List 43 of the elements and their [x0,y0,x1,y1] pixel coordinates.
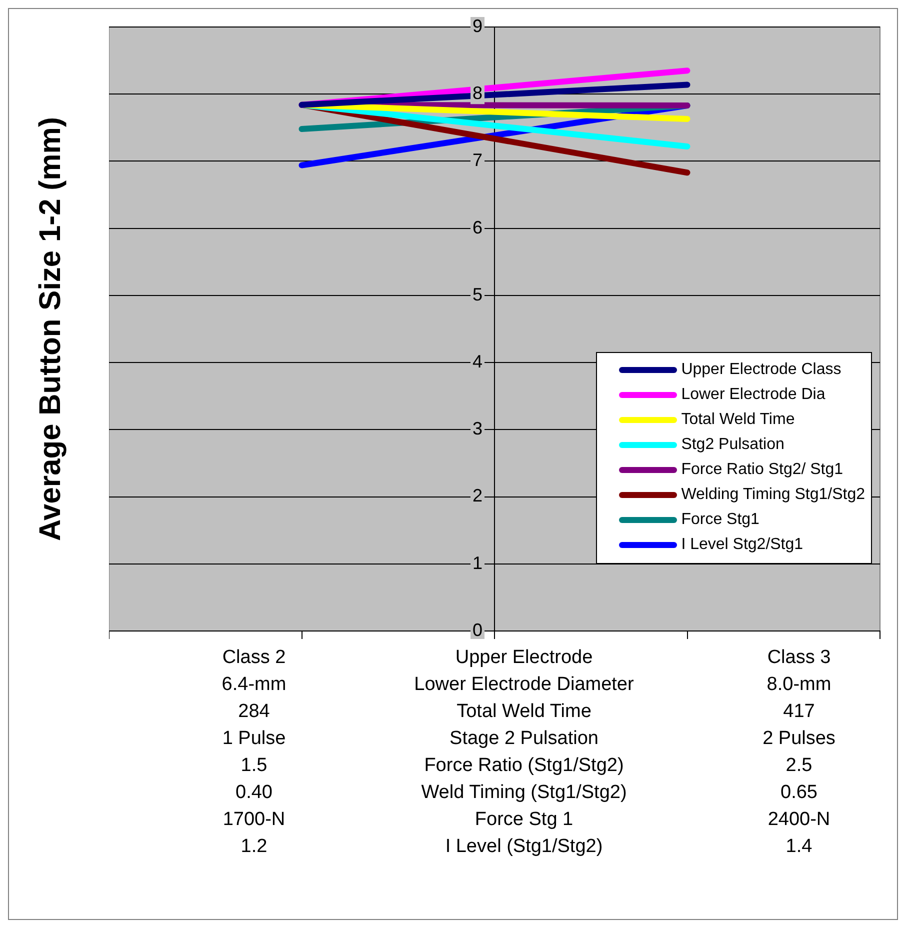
text: 2 Pulses [762,728,836,750]
text: 0.40 [236,782,272,804]
legend-label: Stg2 Pulsation [681,436,784,454]
text: 1 Pulse [222,728,286,750]
legend-label: I Level Stg2/Stg1 [681,536,804,554]
text: 417 [783,701,815,723]
y-tick-label: 4 [472,352,482,372]
text: Stage 2 Pulsation [450,728,598,750]
text: 1.5 [240,755,268,777]
text: Force Stg 1 [474,809,574,831]
text: 1.4 [786,836,812,858]
text: 2.5 [786,755,812,777]
text: Class 3 [767,647,831,669]
text: 0.65 [780,782,818,804]
text: Force Ratio (Stg1/Stg2) [424,755,624,777]
text: 8.0-mm [766,674,832,696]
y-tick-label: 3 [472,418,482,439]
text: 2400-N [768,809,830,831]
text: Upper Electrode [455,647,593,669]
text: 1.2 [240,836,268,858]
legend-label: Force Stg1 [681,510,760,528]
text: 284 [238,701,270,723]
y-tick-label: 9 [472,16,482,36]
y-tick-label: 0 [472,620,482,640]
text: I Level (Stg1/Stg2) [445,836,603,858]
y-tick-label: 5 [472,284,482,304]
text: Weld Timing (Stg1/Stg2) [421,782,627,804]
legend-label: Lower Electrode Dia [681,386,826,404]
text: 6.4-mm [222,674,286,696]
text: Lower Electrode Diameter [414,674,634,696]
text: 1700-N [222,809,286,831]
legend-label: Welding Timing Stg1/Stg2 [681,486,865,504]
y-axis-title: Average Button Size 1-2 (mm) [34,117,68,541]
y-tick-label: 1 [472,552,482,573]
y-tick-label: 8 [472,83,482,104]
y-tick-label: 6 [472,217,482,238]
y-tick-label: 7 [472,150,482,170]
text: Class 2 [222,647,286,669]
text: Total Weld Time [456,701,592,723]
legend-label: Force Ratio Stg2/ Stg1 [681,460,844,478]
legend-label: Total Weld Time [681,410,795,428]
legend-label: Upper Electrode Class [681,360,842,378]
y-tick-label: 2 [472,486,482,506]
